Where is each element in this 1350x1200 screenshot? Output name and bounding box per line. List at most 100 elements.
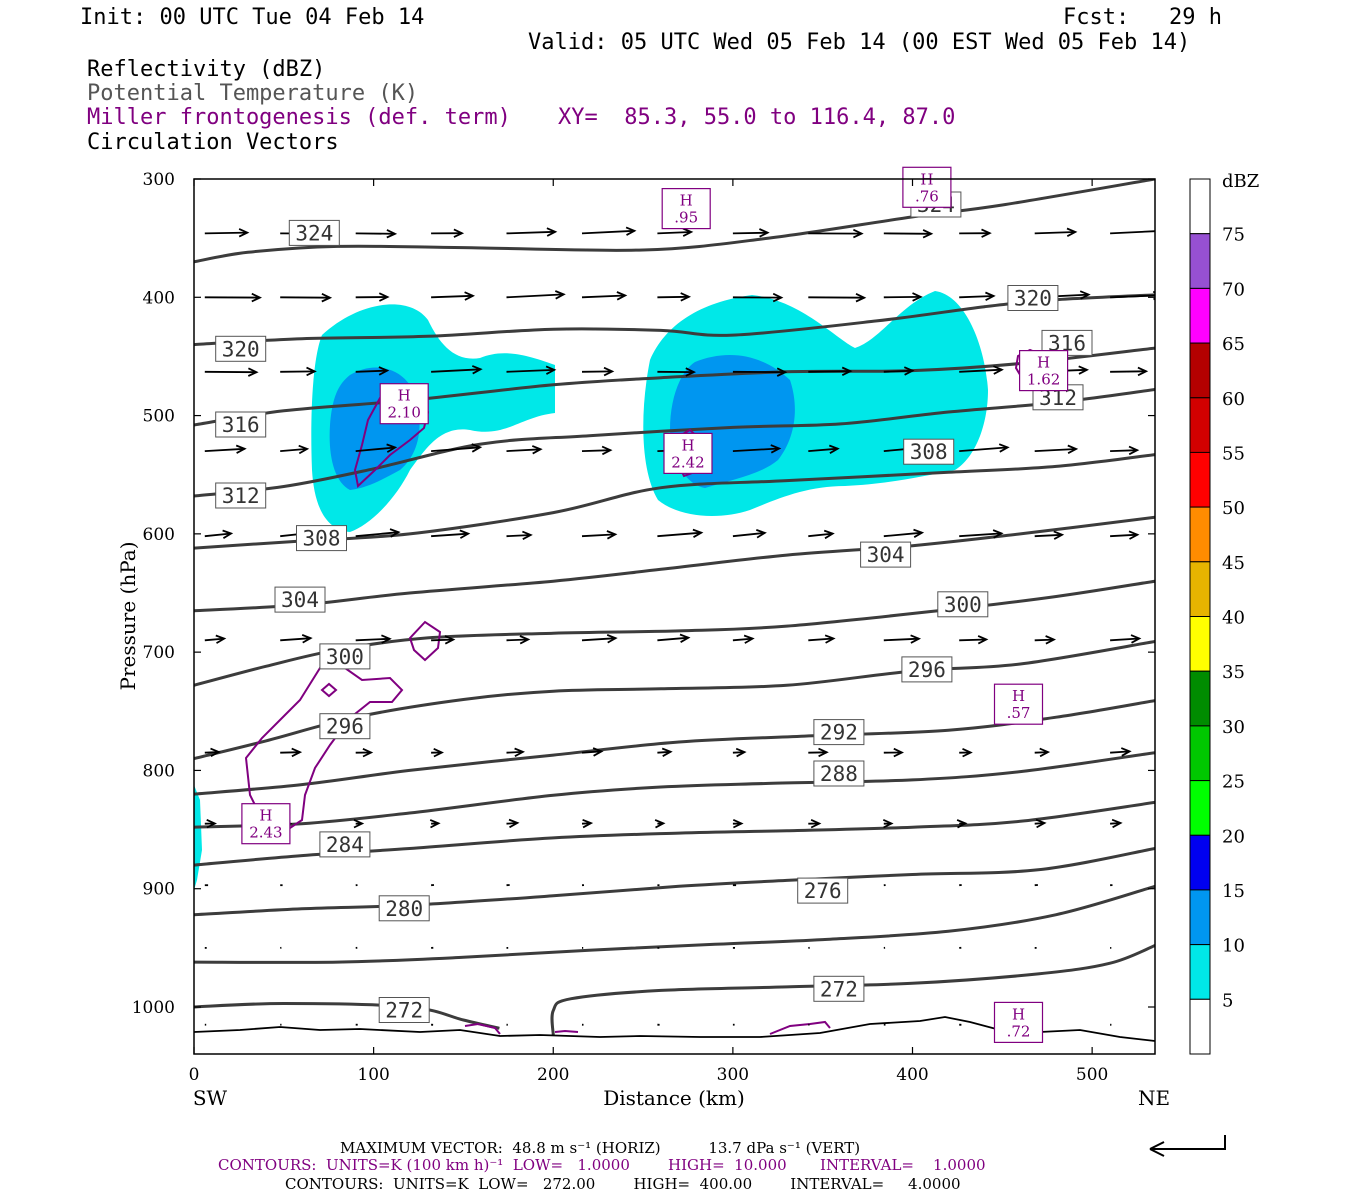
vector-shaft [431,638,454,642]
vector-head [981,228,992,238]
theta-contour-280 [194,847,1155,917]
theta-label-text: 288 [820,762,858,786]
theta-label-box [860,541,912,568]
y-tick-label: 800 [143,761,175,781]
vector-head [743,634,755,644]
fronto-max-value: 2.42 [671,453,704,471]
fronto-max-h: H [398,387,411,405]
colorbar-tick-label: 20 [1222,826,1245,847]
theta-contour-304 [194,515,1155,613]
vector-head [759,228,770,238]
vector-shaft [1034,231,1076,235]
vector-head [298,444,310,455]
theta-label: Potential Temperature (K) [87,81,419,106]
colorbar-segment [1189,506,1211,563]
vector-shaft [204,447,245,452]
vector-shaft [657,231,692,235]
theta-label-text: 272 [820,977,858,1001]
vector-head [1066,227,1078,237]
vector-head [519,635,531,645]
vector-shaft [581,637,616,642]
vector-head [238,228,250,238]
theta-label-box [901,656,953,683]
vector-head [1078,365,1090,375]
reference-vector-icon [1149,1135,1226,1157]
vector-head [291,747,303,758]
vector-shaft [808,532,833,538]
valid-time: Valid: 05 UTC Wed 05 Feb 14 (00 EST Wed … [528,30,1191,55]
colorbar-segment [1189,397,1211,453]
fronto-max-value: 2.10 [387,404,420,422]
vector-shaft [959,638,987,642]
vector-head [962,747,973,758]
theta-contour-272 [194,1001,500,1030]
fronto-max-box [1018,350,1069,392]
vector-head [1120,747,1132,757]
vector-head [606,530,618,540]
vector-head [545,365,557,375]
vector-head [893,747,904,758]
colorbar-segment [1189,725,1211,782]
theta-label-box [296,525,347,552]
x-axis-title: Distance (km) [603,1086,745,1110]
theta-label-text: 292 [820,721,858,745]
vector-head [922,229,934,239]
vector-head [1067,444,1079,454]
vector-shaft [280,751,301,754]
x-tick-label: 100 [357,1065,389,1085]
vector-head [210,747,221,757]
vector-shaft [1034,533,1063,538]
vector-head [977,635,989,645]
fronto-max-h: H [681,436,694,454]
vector-head [853,228,864,239]
vector-shaft [506,448,541,452]
vector-head [301,634,313,644]
fronto-max-value: .95 [674,209,698,227]
vector-shaft [581,229,635,235]
y-tick-label: 1000 [132,998,175,1018]
theta-label-box [319,713,371,740]
vector-head [882,818,894,829]
vector-head [772,292,784,303]
x-tick-label: 500 [1076,1065,1108,1085]
vector-shaft [1110,370,1147,373]
y-tick-label: 900 [143,880,175,900]
colorbar-tick-label: 40 [1222,608,1245,629]
vector-head [522,530,533,540]
vector-head [732,818,744,829]
theta-contour-316 [194,346,1155,427]
theta-label-text: 300 [944,593,982,617]
theta-label-text: 324 [295,221,333,245]
vector-shaft [959,368,1002,373]
vector-shaft [581,750,602,754]
vector-shaft [1110,750,1130,754]
vector-shaft [506,638,529,642]
vector-head [247,367,259,377]
vector-head [433,747,444,758]
vector-head [776,367,788,377]
vector-shaft [431,368,481,373]
theta-label-box [215,482,267,509]
x-tick-label: 0 [189,1065,200,1085]
vector-shaft [1110,230,1155,235]
vector-shaft [506,293,564,299]
fronto-contour-mid [408,620,442,662]
vector-head [1079,290,1091,300]
colorbar-unit: dBZ [1222,171,1259,192]
x-end-label-ne: NE [1138,1086,1170,1110]
fronto-max-box [993,683,1044,725]
vector-shaft [431,446,481,452]
vector-shaft [808,447,838,452]
vector-head [601,445,613,456]
vector-head [554,290,566,300]
colorbar-segment [1189,834,1211,891]
vector-head [661,747,673,757]
fronto-max-box [661,188,711,230]
fronto-max-value: .57 [1007,704,1031,722]
vector-head [381,634,392,644]
vector-head [1130,634,1142,644]
vector-shaft [657,295,689,299]
vector-shaft [1110,294,1155,299]
vector-head [625,226,637,236]
